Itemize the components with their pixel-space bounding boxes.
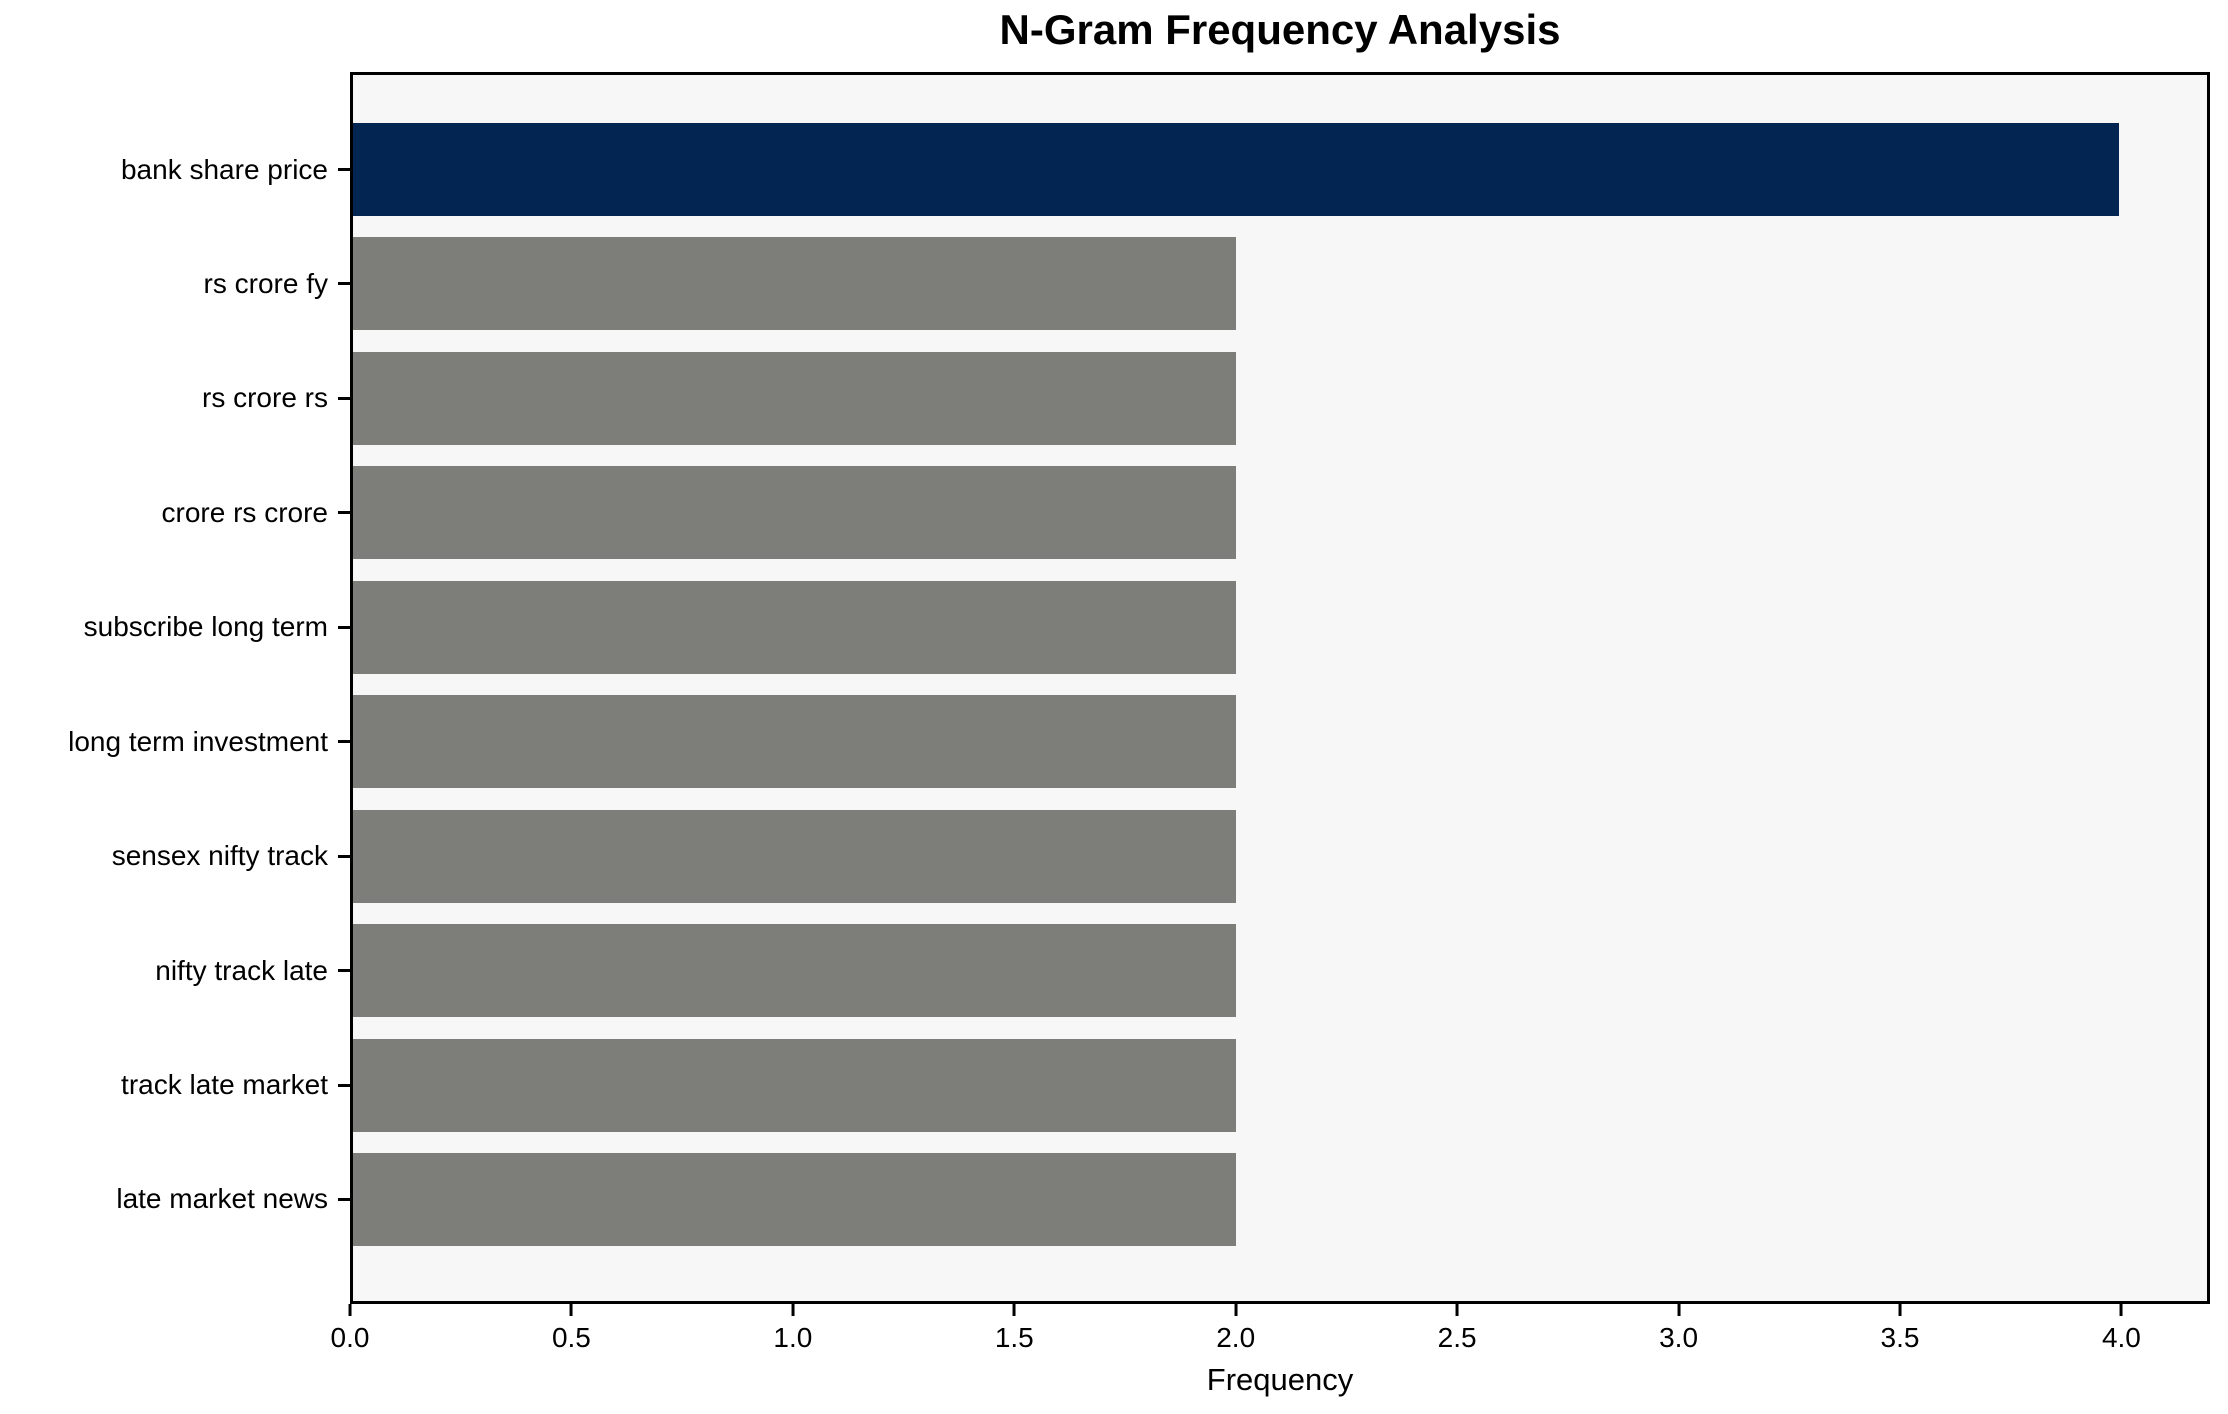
x-axis-ticks: 0.0 0.5 1.0 1.5 2.0 2.5 3.0 3.5 4.0 <box>331 1304 2210 1374</box>
y-label-row: rs crore fy <box>0 237 350 330</box>
bar <box>353 1152 1236 1246</box>
x-tick-label: 0.5 <box>551 1322 591 1353</box>
x-tick: 1.0 <box>773 1304 812 1354</box>
x-tick-mark <box>1455 1304 1459 1316</box>
x-tick-label: 1.5 <box>994 1322 1034 1353</box>
y-tick-mark <box>338 168 350 171</box>
x-tick-mark <box>1677 1304 1681 1316</box>
y-label-row: long term investment <box>0 695 350 788</box>
y-tick-label: track late market <box>121 1069 328 1100</box>
y-tick-label: long term investment <box>68 725 328 757</box>
bar <box>353 924 1236 1018</box>
y-tick-label: late market news <box>116 1183 328 1215</box>
y-tick-mark <box>338 396 350 400</box>
y-axis-labels: bank share price rs crore fy rs crore rs cr… <box>0 72 350 1304</box>
y-tick-mark <box>338 282 350 286</box>
y-label-row: track late market <box>0 1039 350 1132</box>
y-tick-mark <box>338 854 350 858</box>
y-tick-label: sensex nifty track <box>111 840 328 872</box>
bar <box>353 580 1236 674</box>
bar-row <box>353 1152 2207 1246</box>
y-label-row: crore rs crore <box>0 466 350 559</box>
x-tick-label: 2.5 <box>1437 1322 1477 1353</box>
bar-row <box>353 123 2207 216</box>
x-tick: 0.5 <box>552 1304 591 1354</box>
x-tick-mark <box>791 1304 795 1316</box>
bar <box>353 351 1236 445</box>
bar-row <box>353 237 2207 331</box>
x-tick: 3.5 <box>1880 1304 1920 1354</box>
x-tick: 4.0 <box>2102 1304 2141 1354</box>
y-tick-label: subscribe long term <box>83 611 328 643</box>
bars-container <box>353 75 2207 1301</box>
x-tick-label: 0.0 <box>330 1322 370 1353</box>
y-label-row: rs crore rs <box>0 352 350 445</box>
y-tick-mark <box>338 625 350 629</box>
y-tick-label: rs crore fy <box>203 267 328 299</box>
bar <box>353 1038 1236 1132</box>
y-label-row: bank share price <box>0 123 350 216</box>
x-tick-mark <box>1012 1304 1016 1316</box>
x-axis-title: Frequency <box>1206 1362 1354 1397</box>
x-tick-label: 3.5 <box>1880 1322 1920 1353</box>
y-label-row: late market news <box>0 1153 350 1246</box>
chart-title: N-Gram Frequency Analysis <box>999 6 1561 53</box>
bar <box>353 695 1236 789</box>
y-tick-mark <box>338 1197 350 1201</box>
x-tick: 2.0 <box>1216 1304 1255 1354</box>
x-tick-label: 4.0 <box>2101 1322 2141 1353</box>
y-tick-label: bank share price <box>120 153 328 185</box>
bar-row <box>353 1038 2207 1132</box>
y-tick-label: rs crore rs <box>202 382 328 414</box>
bar-row <box>353 580 2207 674</box>
x-tick-mark <box>2119 1304 2123 1316</box>
bar-row <box>353 695 2207 789</box>
bar <box>353 123 2119 216</box>
x-tick-mark <box>1898 1304 1902 1316</box>
x-tick: 2.5 <box>1438 1304 1477 1354</box>
x-tick-label: 1.0 <box>773 1322 813 1353</box>
plot-area <box>350 72 2210 1304</box>
x-tick-mark <box>1234 1304 1238 1316</box>
y-tick-mark <box>338 1083 350 1087</box>
x-tick: 1.5 <box>995 1304 1034 1354</box>
x-tick: 3.0 <box>1659 1304 1698 1354</box>
bar-row <box>353 809 2207 903</box>
bar <box>353 466 1236 560</box>
bar-row <box>353 466 2207 560</box>
bar-row <box>353 924 2207 1018</box>
bar-row <box>353 351 2207 445</box>
y-label-row: nifty track late <box>0 924 350 1017</box>
x-tick-mark <box>569 1304 573 1316</box>
bar <box>353 237 1236 331</box>
y-tick-mark <box>338 740 350 744</box>
x-tick-label: 2.0 <box>1216 1322 1256 1353</box>
y-tick-mark <box>338 969 350 973</box>
y-tick-mark <box>338 511 350 515</box>
x-tick-label: 3.0 <box>1659 1322 1699 1353</box>
y-tick-label: nifty track late <box>155 954 328 986</box>
bar <box>353 809 1236 903</box>
y-label-row: subscribe long term <box>0 581 350 674</box>
x-tick: 0.0 <box>330 1304 370 1354</box>
y-label-row: sensex nifty track <box>0 810 350 903</box>
x-tick-mark <box>348 1304 352 1316</box>
y-tick-label: crore rs crore <box>161 496 328 528</box>
